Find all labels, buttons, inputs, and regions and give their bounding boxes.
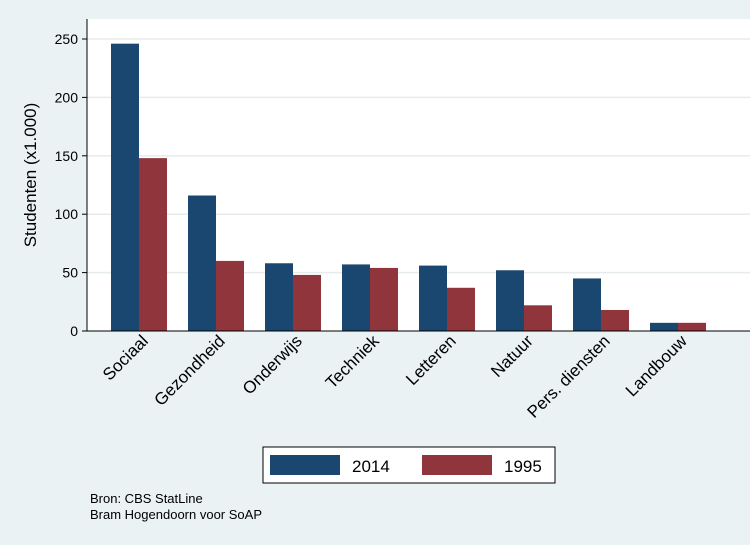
legend-swatch-2014 xyxy=(270,455,340,475)
y-tick-label: 250 xyxy=(55,31,79,47)
bar-2014-pers-diensten xyxy=(573,278,601,331)
x-category-label: Pers. diensten xyxy=(524,331,614,421)
bar-2014-natuur xyxy=(496,270,524,331)
legend-label-1995: 1995 xyxy=(504,457,542,476)
bar-1995-onderwijs xyxy=(293,274,321,331)
x-category-label: Landbouw xyxy=(622,331,691,400)
bar-1995-sociaal xyxy=(139,158,167,331)
bar-1995-techniek xyxy=(370,267,398,331)
author-note: Bram Hogendoorn voor SoAP xyxy=(90,507,262,522)
y-tick-label: 200 xyxy=(55,89,79,105)
x-category-label: Gezondheid xyxy=(151,331,229,409)
y-tick-label: 0 xyxy=(70,323,78,339)
x-category-label: Natuur xyxy=(487,331,537,381)
legend-label-2014: 2014 xyxy=(352,457,390,476)
source-note: Bron: CBS StatLine xyxy=(90,491,203,506)
y-ticks: 0 50 100 150 200 250 xyxy=(55,31,87,339)
bar-2014-letteren xyxy=(419,265,447,331)
bar-2014-onderwijs xyxy=(265,263,293,331)
bars xyxy=(111,43,706,332)
y-tick-label: 50 xyxy=(62,265,78,281)
bar-1995-landbouw xyxy=(678,322,706,331)
bar-2014-techniek xyxy=(342,264,370,331)
x-category-label: Sociaal xyxy=(99,331,152,384)
x-category-label: Onderwijs xyxy=(239,331,306,398)
plot-area xyxy=(87,19,750,331)
y-tick-label: 100 xyxy=(55,206,79,222)
legend: 2014 1995 xyxy=(262,446,556,484)
bar-1995-pers-diensten xyxy=(601,309,629,331)
bar-2014-landbouw xyxy=(650,322,678,331)
bar-1995-gezondheid xyxy=(216,260,244,331)
x-category-label: Techniek xyxy=(322,331,383,392)
y-tick-label: 150 xyxy=(55,148,79,164)
legend-swatch-1995 xyxy=(422,455,492,475)
bar-1995-letteren xyxy=(447,287,475,331)
y-axis-title: Studenten (x1.000) xyxy=(21,103,40,248)
x-category-label: Letteren xyxy=(402,331,460,389)
bar-2014-gezondheid xyxy=(188,195,216,331)
bar-2014-sociaal xyxy=(111,43,139,332)
bar-1995-natuur xyxy=(524,305,552,331)
